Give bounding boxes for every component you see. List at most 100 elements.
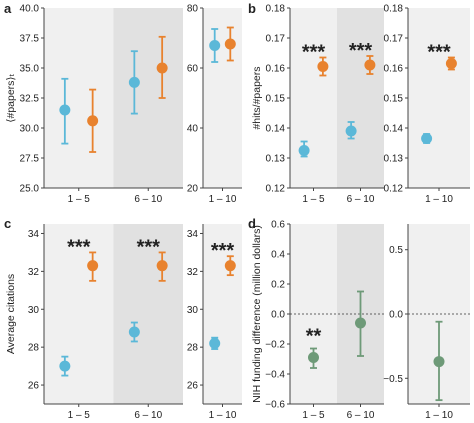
panel-d-y-label: NIH funding difference (million dollars) <box>251 225 263 403</box>
panel-b-inset-y-tick-label: 0.15 <box>384 94 404 105</box>
panel-b-band-2 <box>337 8 384 188</box>
panel-b-inset-y-tick-label: 0.12 <box>384 184 404 195</box>
panel-b-inset-y-tick-label: 0.18 <box>384 4 404 15</box>
panel-d-y-tick-label: −0.6 <box>265 400 285 411</box>
panel-b-inset-y-tick-label: 0.13 <box>384 154 404 165</box>
panel-c-y-tick-label: 28 <box>28 343 40 354</box>
panel-c-inset-y-tick-label: 30 <box>187 305 199 316</box>
panel-b-x-tick-label: 1 – 5 <box>302 194 325 205</box>
panel-c-significance: *** <box>67 236 91 258</box>
panel-b-y-tick-label: 0.13 <box>266 154 286 165</box>
panel-b-point-orange <box>364 59 376 71</box>
panel-d-y-tick-label: 0.6 <box>271 220 285 231</box>
panel-a-inset-point-orange <box>224 38 236 50</box>
panel-c-y-tick-label: 30 <box>28 305 40 316</box>
panel-d-inset-y-tick-label: −0.5 <box>383 374 403 385</box>
panel-a-y-tick-label: 32.5 <box>20 94 40 105</box>
panel-a-y-tick-label: 25.0 <box>20 184 40 195</box>
panel-c-inset-significance: *** <box>211 240 235 262</box>
panel-a-inset-x-tick-label: 1 – 10 <box>209 194 237 205</box>
panel-c-inset-y-tick-label: 32 <box>187 267 199 278</box>
panel-c-inset-band-1 <box>203 224 242 404</box>
panel-a-point-blue <box>128 76 140 88</box>
panel-b-inset-y-tick-label: 0.14 <box>384 124 404 135</box>
panel-a-y-tick-label: 37.5 <box>20 34 40 45</box>
panel-b-significance: *** <box>349 40 373 62</box>
panel-c-y-label: Average citations <box>5 274 17 354</box>
panel-a-y-tick-label: 35.0 <box>20 64 40 75</box>
panel-d-x-tick-label: 6 – 10 <box>347 410 375 421</box>
panel-d-y-tick-label: −0.2 <box>265 340 285 351</box>
panel-a-inset-band-1 <box>203 8 242 188</box>
panel-c-y-tick-label: 34 <box>28 229 40 240</box>
panel-a-y-tick-label: 27.5 <box>20 154 40 165</box>
panel-a-point-orange <box>156 62 168 74</box>
panel-c-y-tick-label: 32 <box>28 267 40 278</box>
panel-c-inset-y-tick-label: 28 <box>187 343 199 354</box>
panel-c-inset-point-blue <box>209 337 221 349</box>
panel-a-x-tick-label: 6 – 10 <box>134 194 162 205</box>
panel-a-point-blue <box>59 104 71 116</box>
panel-b-y-tick-label: 0.16 <box>266 64 286 75</box>
panel-a-inset-y-tick-label: 60 <box>187 64 199 75</box>
panel-d-inset-y-tick-label: 0.5 <box>389 245 403 256</box>
panel-c-inset-y-tick-label: 34 <box>187 229 199 240</box>
panel-a-inset-y-tick-label: 20 <box>187 184 199 195</box>
panel-b-inset-point-orange <box>445 58 457 69</box>
panel-b-point-blue <box>298 145 310 156</box>
panel-b-point-orange <box>317 61 329 72</box>
panel-c-significance: *** <box>137 236 161 258</box>
panel-b-inset-band-1 <box>408 8 470 188</box>
panel-b-point-blue <box>345 125 357 137</box>
panel-d-band-1 <box>290 224 337 404</box>
panel-b-y-tick-label: 0.14 <box>266 124 286 135</box>
panel-c-inset-x-tick-label: 1 – 10 <box>209 410 237 421</box>
panel-b-y-label: #hits/#papers <box>251 66 263 129</box>
panel-a-y-tick-label: 30.0 <box>20 124 40 135</box>
panel-d-inset-y-tick-label: 0.0 <box>389 310 403 321</box>
panel-b-inset-y-tick-label: 0.17 <box>384 34 404 45</box>
panel-d-point-green <box>308 352 319 363</box>
panel-b-significance: *** <box>302 42 326 64</box>
panel-b-y-tick-label: 0.12 <box>266 184 286 195</box>
panel-c-band-2 <box>113 224 183 404</box>
panel-d-y-tick-label: 0.0 <box>271 310 285 321</box>
panel-letter-c: c <box>4 216 11 231</box>
panel-c-point-orange <box>156 260 168 272</box>
panel-c-inset-y-tick-label: 26 <box>187 381 199 392</box>
panel-c-inset-point-orange <box>224 260 236 272</box>
panel-b-inset-x-tick-label: 1 – 10 <box>425 194 453 205</box>
panel-letter-b: b <box>248 1 256 16</box>
panel-c-point-blue <box>128 326 140 338</box>
panel-d-inset-point-green <box>433 356 445 368</box>
panel-b-inset-point-blue <box>421 133 433 144</box>
panel-b-inset-y-tick-label: 0.16 <box>384 64 404 75</box>
panel-c-x-tick-label: 1 – 5 <box>68 410 91 421</box>
panel-c-x-tick-label: 6 – 10 <box>134 410 162 421</box>
panel-a-y-tick-label: 40.0 <box>20 4 40 15</box>
panel-c-band-1 <box>44 224 114 404</box>
panel-a-inset-y-tick-label: 80 <box>187 4 199 15</box>
panel-d-y-tick-label: 0.4 <box>271 250 285 261</box>
panel-c-point-orange <box>87 260 99 272</box>
panel-a-x-tick-label: 1 – 5 <box>68 194 91 205</box>
panel-b-band-1 <box>290 8 337 188</box>
panel-a-band-2 <box>113 8 183 188</box>
panel-b-inset-significance: *** <box>427 42 451 64</box>
panel-c-y-tick-label: 26 <box>28 381 40 392</box>
panel-a-y-label: ⟨#papers⟩ₜ <box>5 73 17 122</box>
panel-b-y-tick-label: 0.18 <box>266 4 286 15</box>
panel-d-significance: ** <box>306 326 322 348</box>
panel-a-inset-point-blue <box>209 40 221 51</box>
panel-c-point-blue <box>59 360 71 372</box>
panel-a-point-orange <box>87 115 99 127</box>
panel-d-inset-x-tick-label: 1 – 10 <box>425 410 453 421</box>
panel-b-y-tick-label: 0.17 <box>266 34 286 45</box>
panel-letter-d: d <box>248 216 256 231</box>
panel-b-x-tick-label: 6 – 10 <box>347 194 375 205</box>
panel-d-point-green <box>355 317 366 329</box>
panel-b-y-tick-label: 0.15 <box>266 94 286 105</box>
panel-d-x-tick-label: 1 – 5 <box>302 410 325 421</box>
panel-letter-a: a <box>4 1 12 16</box>
